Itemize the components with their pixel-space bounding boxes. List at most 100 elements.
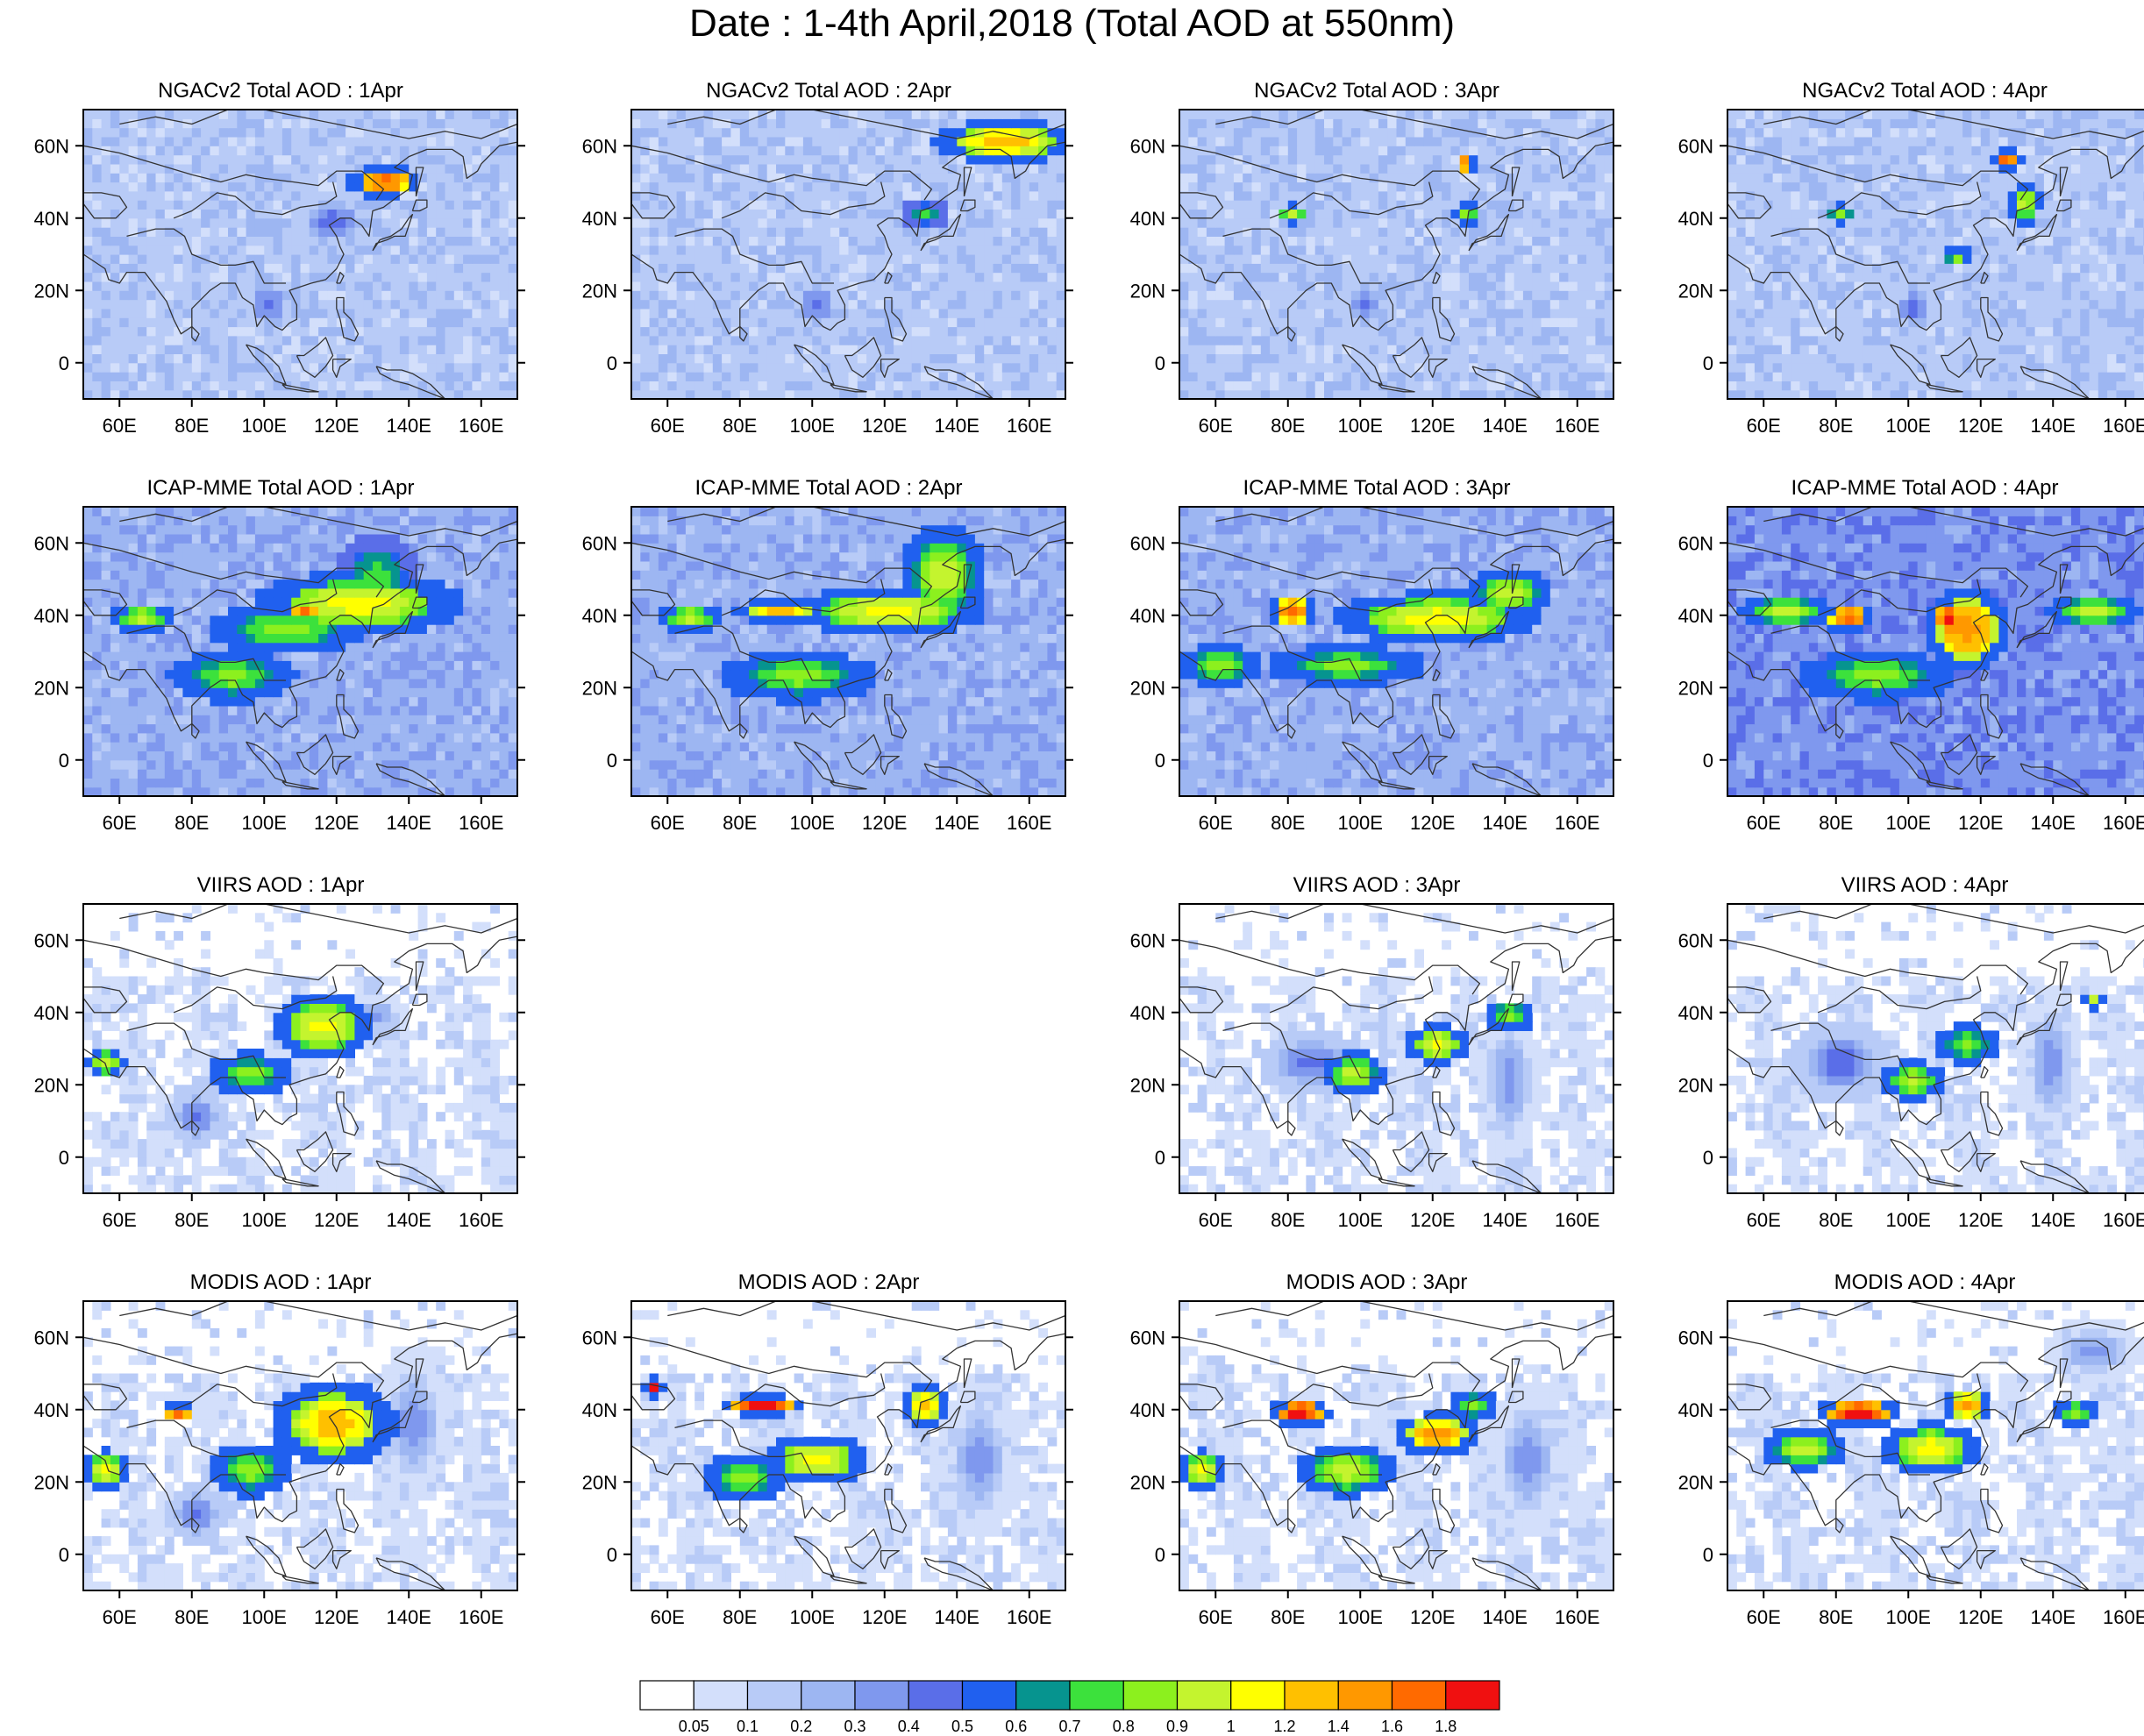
coastline-path: [631, 589, 676, 616]
coastline-path: [963, 564, 972, 594]
coastline-path: [375, 763, 446, 796]
coastline-path: [246, 741, 287, 783]
lon-tick-label: 80E: [1819, 415, 1853, 437]
coastline-path: [1763, 1301, 2144, 1331]
map-frame: [82, 903, 518, 1194]
lat-tick-label: 60N: [582, 135, 617, 157]
colorbar-label: 1.4: [1328, 1718, 1350, 1735]
lon-tick-label: 120E: [862, 415, 907, 437]
coastline-path: [331, 358, 352, 378]
panel-viirs-4apr: VIIRS AOD : 4Apr 60E 80E 100E 120E 140E 160E 0…: [1678, 873, 2144, 1268]
coastline-path: [667, 110, 1065, 139]
coastline: [83, 904, 517, 1193]
lat-tick-label: 60N: [1678, 532, 1713, 554]
colorbar-label: 0.1: [737, 1718, 759, 1735]
coastline-path: [923, 763, 994, 796]
lon-tick-label: 100E: [242, 812, 287, 834]
coastline-path: [1980, 1488, 2004, 1533]
coastline-path: [1222, 228, 1382, 284]
coastline-path: [674, 625, 834, 681]
coastline-path: [1727, 1336, 2144, 1526]
coastline-path: [2019, 1160, 2091, 1193]
coastline-path: [1727, 986, 1772, 1014]
coastline-path: [884, 271, 893, 284]
aod-map: 60E 80E 100E 120E 140E 160E 0 20N 40N 60N: [34, 903, 525, 1231]
coastline-path: [667, 1301, 1065, 1331]
lon-tick-label: 60E: [1747, 415, 1781, 437]
coastline-path: [1976, 1152, 1996, 1172]
coastline-path: [1507, 1391, 1524, 1404]
coastline-path: [631, 542, 933, 598]
coastline-path: [2019, 366, 2091, 399]
coastline-path: [191, 723, 200, 739]
lon-tick-label: 140E: [1483, 812, 1528, 834]
coastline-path: [83, 1384, 128, 1411]
coastline-path: [119, 1301, 517, 1331]
coastline-path: [721, 1373, 886, 1411]
lat-tick-label: 0: [1155, 1147, 1165, 1169]
lat-tick-label: 60N: [1130, 929, 1165, 951]
coastline-path: [1471, 366, 1542, 399]
coastline-path: [1770, 1419, 1930, 1476]
lon-tick-label: 60E: [1199, 415, 1233, 437]
panel-icap-mme-3apr: ICAP-MME Total AOD : 3Apr 60E 80E 100E 120E…: [1130, 476, 1622, 871]
lon-tick-label: 120E: [1958, 1606, 2003, 1628]
lat-tick-label: 60N: [1678, 1327, 1713, 1348]
coastline-path: [631, 538, 1065, 732]
aod-map: 60E 80E 100E 120E 140E 160E 0 20N 40N 60N: [34, 1300, 525, 1628]
lon-tick-label: 140E: [2031, 1209, 2076, 1231]
coastline-path: [1471, 1160, 1542, 1193]
panel-ngacv2-2apr: NGACv2 Total AOD : 2Apr 60E 80E 100E 120E 14…: [582, 79, 1074, 473]
coastline-path: [336, 1462, 345, 1476]
colorbar-label: 0.3: [844, 1718, 865, 1735]
lon-tick-label: 60E: [651, 1606, 685, 1628]
lon-tick-label: 80E: [723, 415, 757, 437]
coastline-path: [1511, 167, 1521, 197]
coastline-path: [1976, 1549, 1996, 1569]
coastline-path: [880, 1549, 900, 1569]
coastline-path: [1179, 542, 1481, 598]
lat-tick-label: 60N: [34, 929, 69, 951]
coastline-path: [1817, 1373, 1982, 1411]
coastline-path: [1835, 1518, 1844, 1533]
map-frame: [630, 1300, 1066, 1591]
panel-title: VIIRS AOD : 4Apr: [1841, 873, 2009, 897]
coastline-path: [83, 936, 517, 1129]
lat-tick-label: 20N: [1678, 677, 1713, 699]
lon-tick-label: 120E: [1410, 1606, 1455, 1628]
lat-tick-label: 20N: [1130, 1471, 1165, 1493]
coastline-path: [336, 1091, 360, 1136]
coastline-path: [880, 755, 900, 775]
lon-tick-label: 60E: [103, 1209, 137, 1231]
coastline-path: [959, 1391, 976, 1404]
coastline-path: [1976, 755, 1996, 775]
lon-tick-label: 140E: [2031, 415, 2076, 437]
coastline-path: [963, 1358, 972, 1389]
lon-tick-label: 80E: [175, 1209, 209, 1231]
lon-tick-label: 140E: [1483, 1606, 1528, 1628]
lon-tick-label: 80E: [1819, 1606, 1853, 1628]
coastline-path: [884, 1488, 908, 1533]
panel-title: NGACv2 Total AOD : 4Apr: [1802, 79, 2048, 103]
coastline-path: [1511, 564, 1521, 594]
coastline-path: [1392, 1528, 1430, 1569]
panel-title: ICAP-MME Total AOD : 3Apr: [1243, 476, 1511, 500]
coastline-path: [191, 1518, 200, 1533]
panel-title: ICAP-MME Total AOD : 1Apr: [146, 476, 415, 500]
coastline-path: [336, 668, 345, 681]
coastline-path: [411, 596, 428, 609]
aod-colorbar: 0.05 0.1 0.2 0.3 0.4 0.5 0.6 0.7 0.8 0.9 1 1.2 1.4 1.…: [639, 1680, 1500, 1735]
lon-tick-label: 60E: [1747, 1209, 1781, 1231]
coastline-path: [1940, 734, 1978, 775]
lon-tick-label: 160E: [1555, 812, 1599, 834]
lat-tick-label: 20N: [1130, 1074, 1165, 1096]
lat-tick-label: 20N: [1130, 280, 1165, 302]
coastline-path: [1507, 596, 1524, 609]
lon-tick-label: 80E: [1271, 1209, 1305, 1231]
coastline-path: [844, 734, 882, 775]
panel-icap-mme-1apr: ICAP-MME Total AOD : 1Apr 60E 80E 100E 120E…: [34, 476, 526, 871]
lon-tick-label: 120E: [314, 1606, 359, 1628]
panel-modis-3apr: MODIS AOD : 3Apr 60E 80E 100E 120E 140E 160E 0…: [1130, 1270, 1622, 1665]
aod-field: [1727, 110, 2144, 400]
lat-tick-label: 60N: [34, 532, 69, 554]
